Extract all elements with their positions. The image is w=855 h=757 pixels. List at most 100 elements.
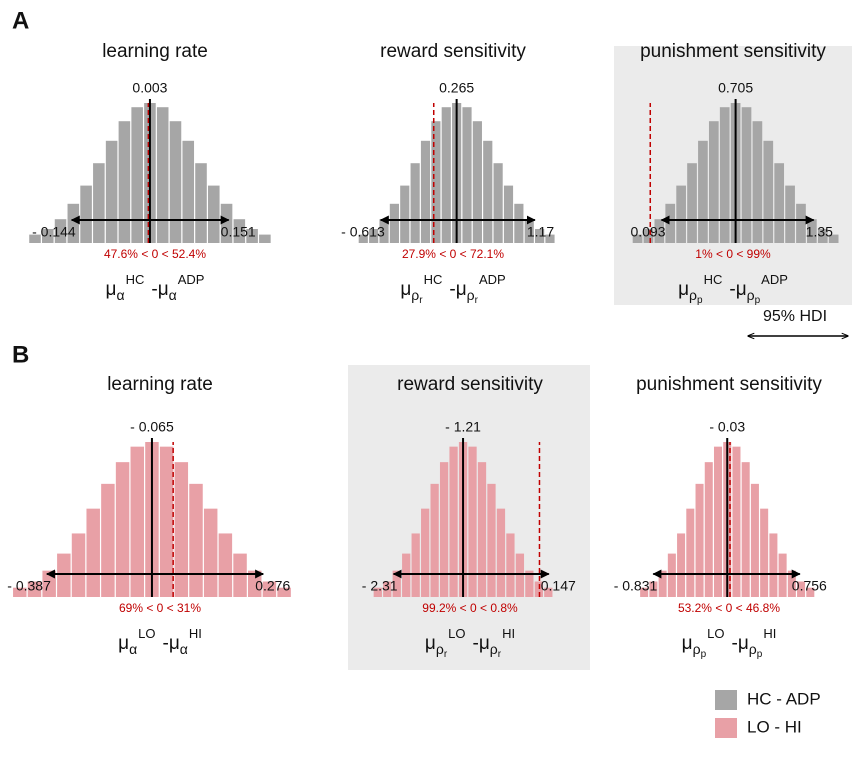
histogram-bar <box>259 234 271 243</box>
histogram-bar <box>80 185 92 243</box>
hdi-low-label: - 0.144 <box>32 224 76 240</box>
label-operator: - <box>473 633 479 654</box>
panel-letter: A <box>12 7 29 34</box>
label-subsubscript: r <box>498 649 502 660</box>
mean-label: - 0.065 <box>130 419 174 435</box>
panel-title: reward sensitivity <box>380 41 526 62</box>
histogram-bar <box>654 219 665 243</box>
histogram-bar <box>402 553 411 597</box>
mean-label: 0.003 <box>132 80 167 96</box>
histogram-bar <box>468 446 477 597</box>
label-subscript: α <box>169 287 177 303</box>
histogram-bar <box>71 533 86 597</box>
histogram-bar <box>105 140 118 243</box>
x-axis-label: μαHC -μαADP <box>106 272 205 302</box>
label-superscript: LO <box>138 626 155 641</box>
histogram-bar <box>752 121 763 243</box>
histogram-bar <box>719 107 730 243</box>
histogram-bar <box>514 203 524 243</box>
histogram-bar <box>13 587 27 597</box>
label-subscript: ρ <box>689 287 697 303</box>
hdi-high-label: 0.756 <box>792 578 827 594</box>
histogram-bar <box>262 581 277 597</box>
histogram-bar <box>246 229 258 243</box>
histogram-bar <box>658 570 667 597</box>
histogram-bar <box>774 163 785 243</box>
label-symbol: μ <box>400 279 411 300</box>
histogram-bar <box>534 581 543 597</box>
histogram-bar <box>189 483 203 597</box>
histogram-bar <box>27 581 42 597</box>
histogram-bar <box>796 203 806 243</box>
histogram-bar <box>686 508 695 597</box>
histogram-bar <box>760 508 769 597</box>
histogram-bar <box>741 107 752 243</box>
label-subscript: ρ <box>411 287 419 303</box>
hdi-high-label: 1.35 <box>806 224 833 240</box>
histogram-bar <box>86 508 100 597</box>
label-subsubscript: p <box>701 649 707 660</box>
panel-letter: B <box>12 341 29 368</box>
panel-title: learning rate <box>102 41 208 62</box>
histogram-bar <box>277 587 291 597</box>
histogram-bar <box>632 234 643 243</box>
histogram-bar <box>483 140 493 243</box>
label-subscript: ρ <box>436 641 444 657</box>
histogram-bar <box>400 185 410 243</box>
histogram-bar <box>431 121 441 243</box>
histogram-bar <box>159 446 174 597</box>
histogram-bar <box>787 570 796 597</box>
histogram-bar <box>807 219 817 243</box>
histogram-bar <box>535 229 545 243</box>
histogram-bar <box>373 587 382 597</box>
histogram-bar <box>515 553 525 597</box>
label-superscript: ADP <box>178 272 205 287</box>
histogram-bar <box>29 234 41 243</box>
label-operator: - <box>163 633 169 654</box>
histogram-bar <box>41 229 54 243</box>
probability-annotation: 69% < 0 < 31% <box>119 601 201 615</box>
histogram-bar <box>439 462 449 597</box>
label-subscript: ρ <box>749 641 757 657</box>
histogram-bar <box>392 570 401 597</box>
mean-label: - 1.21 <box>445 419 481 435</box>
histogram-bar <box>750 483 759 597</box>
legend-label: HC - ADP <box>747 689 821 708</box>
histogram-bar <box>496 508 506 597</box>
histogram-bar <box>101 483 115 597</box>
label-superscript: HC <box>126 272 145 287</box>
histogram-bar <box>506 533 515 597</box>
label-symbol: μ <box>106 279 117 300</box>
histogram-bar <box>169 121 182 243</box>
hdi-legend-label: 95% HDI <box>763 308 827 325</box>
label-symbol: μ <box>678 279 689 300</box>
histogram-bar <box>704 462 713 597</box>
histogram-bar <box>797 581 806 597</box>
histogram-bar <box>667 553 676 597</box>
histogram-bar <box>524 219 534 243</box>
label-symbol: μ <box>169 633 180 654</box>
histogram-bar <box>763 140 774 243</box>
histogram-bar <box>544 587 553 597</box>
histogram-bar <box>698 140 708 243</box>
label-subscript: ρ <box>693 641 701 657</box>
x-axis-label: μρrLO -μρrHI <box>425 626 515 659</box>
histogram-bar <box>732 446 741 597</box>
histogram-bar <box>156 107 169 243</box>
label-symbol: μ <box>456 279 467 300</box>
histogram-bar <box>203 508 218 597</box>
x-axis-label: μαLO -μαHI <box>118 626 202 656</box>
label-subsubscript: r <box>475 295 479 306</box>
histogram-bar <box>817 229 828 243</box>
hdi-low-label: - 0.613 <box>341 224 385 240</box>
histogram-bar <box>369 229 379 243</box>
label-superscript: HI <box>763 626 776 641</box>
hdi-low-label: - 2.31 <box>362 578 398 594</box>
histogram-bar <box>695 483 704 597</box>
histogram-bar <box>449 446 458 597</box>
label-subsubscript: p <box>755 295 761 306</box>
label-operator: - <box>732 633 738 654</box>
probability-annotation: 99.2% < 0 < 0.8% <box>422 601 518 615</box>
hdi-high-label: 0.276 <box>255 578 290 594</box>
